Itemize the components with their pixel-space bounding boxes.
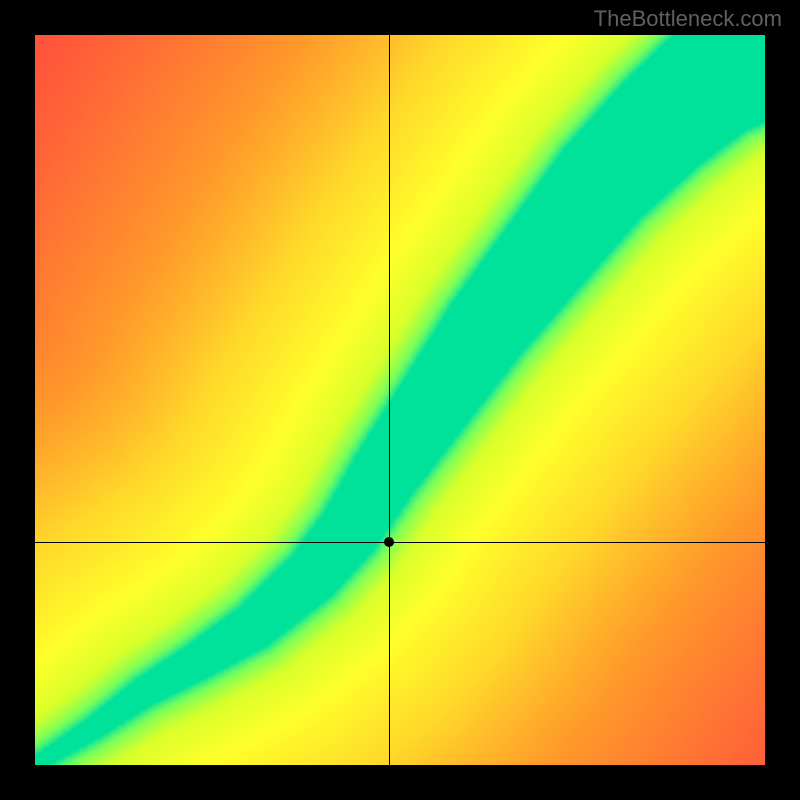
selection-marker-dot (384, 537, 394, 547)
watermark-text: TheBottleneck.com (594, 6, 782, 32)
crosshair-horizontal (35, 542, 765, 543)
bottleneck-heatmap (35, 35, 765, 765)
crosshair-vertical (389, 35, 390, 765)
heatmap-canvas (35, 35, 765, 765)
